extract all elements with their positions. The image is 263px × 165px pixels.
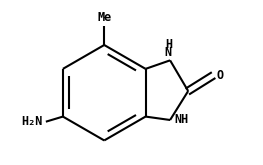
Text: N: N <box>165 46 172 59</box>
Text: NH: NH <box>174 114 189 127</box>
Text: O: O <box>216 69 223 82</box>
Text: H: H <box>165 38 172 51</box>
Text: Me: Me <box>97 11 111 24</box>
Text: H₂N: H₂N <box>21 115 42 128</box>
